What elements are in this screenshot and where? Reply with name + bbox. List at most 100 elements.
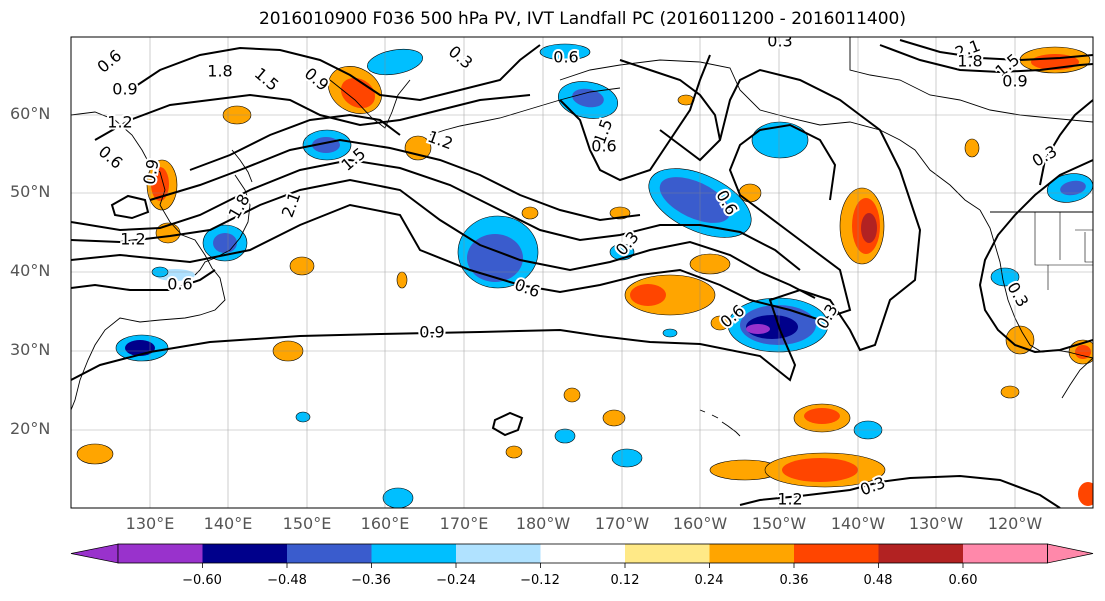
pc-anomaly-region [1060, 180, 1086, 196]
contour-label: 0.6 [591, 137, 616, 156]
pc-anomaly-region [710, 315, 730, 331]
colorbar-tick-label: −0.24 [436, 573, 476, 588]
pc-anomaly-region [602, 409, 626, 427]
pv-contour-north-c [559, 54, 711, 182]
pv-contour-south-east [739, 474, 1061, 508]
lon-label: 160°W [672, 514, 728, 533]
contour-label: 1.2 [120, 230, 145, 249]
contour-label: 0.9 [112, 80, 137, 99]
canada-outline [849, 37, 1093, 123]
pc-anomaly-region [1075, 345, 1091, 359]
pv-contour-north-d [619, 59, 721, 141]
contour-label: 0.6 [167, 275, 192, 294]
alaska-coast [559, 59, 981, 211]
pv-contour-0p3-south [71, 68, 922, 382]
pv-contour-0p6 [71, 123, 852, 322]
pc-anomaly-region [76, 443, 114, 465]
pv-contour-1p2 [71, 158, 801, 271]
pv-contour-east [978, 159, 1093, 354]
lon-label: 160°E [360, 514, 410, 533]
colorbar-tick-label: −0.36 [351, 573, 391, 588]
colorbar-tick-label: 0.48 [863, 573, 893, 588]
pc-anomaly-region [964, 138, 980, 158]
pv-contour-north-b [94, 93, 531, 141]
pc-anomaly-region [1078, 482, 1093, 506]
pv-contour-north-a [129, 44, 541, 102]
pv-contour-northeast-b [899, 39, 1093, 62]
pc-anomaly-region [804, 408, 840, 424]
pc-anomaly-region [554, 428, 576, 444]
lat-label: 50°N [10, 182, 51, 201]
pv-contour-0p9 [71, 178, 816, 299]
pv-contour-small-loop-a [491, 411, 524, 437]
pc-anomaly-region [396, 271, 408, 289]
pc-anomaly-region [689, 253, 731, 275]
pc-anomaly-region [782, 458, 858, 482]
pc-anomaly-region [861, 213, 877, 243]
graticule [71, 37, 1093, 508]
pv-contour-1p8 [189, 113, 401, 171]
contour-label: 0.3 [767, 32, 792, 51]
lon-label: 150°W [751, 514, 807, 533]
map-frame [70, 36, 1094, 509]
contour-label: 1.8 [207, 62, 232, 81]
lon-label: 140°W [830, 514, 886, 533]
lon-label: 170°W [594, 514, 650, 533]
lon-label: 170°E [439, 514, 489, 533]
lat-label: 30°N [10, 340, 51, 359]
lon-label: 150°E [282, 514, 332, 533]
pc-anomaly-region [295, 411, 311, 423]
lon-label: 130°W [908, 514, 964, 533]
pv-contour-northeast [879, 44, 1093, 74]
us-state-lines [1034, 212, 1093, 290]
lat-label: 60°N [10, 104, 51, 123]
pc-anomaly-region [630, 284, 666, 306]
lon-label: 120°W [987, 514, 1043, 533]
colorbar-tick-label: −0.60 [182, 573, 222, 588]
contour-label: 0.9 [1002, 72, 1027, 91]
contour-label: 0.6 [553, 48, 578, 67]
pc-anomaly-region [289, 256, 315, 276]
pc-anomaly-region [213, 233, 237, 253]
pc-anomaly-region [662, 328, 678, 338]
lon-label: 130°E [125, 514, 175, 533]
japan-coast [194, 174, 251, 276]
north-america-coast [979, 209, 1093, 359]
colorbar-tick-label: 0.60 [948, 573, 978, 588]
pc-anomaly-region [563, 387, 581, 403]
lat-label: 20°N [10, 419, 51, 438]
pc-anomaly-region [746, 324, 770, 334]
colorbar-tick-label: 0.24 [694, 573, 724, 588]
mexico-coast [1061, 357, 1093, 399]
pc-shading [76, 43, 1093, 508]
pc-anomaly-region [751, 121, 809, 159]
pc-anomaly-region [521, 206, 539, 220]
asia-coast [71, 111, 226, 411]
lon-label: 180°W [515, 514, 571, 533]
map-title: 2016010900 F036 500 hPa PV, IVT Landfall… [258, 9, 906, 29]
contour-label: 1.8 [957, 52, 982, 71]
pv-contour-0p3-west [71, 269, 216, 291]
pc-anomaly-region [659, 177, 731, 223]
pc-anomaly-region [990, 267, 1020, 287]
pv-contour-1p5 [149, 138, 641, 222]
lat-label: 40°N [10, 261, 51, 280]
pv-contour-east-b [1039, 99, 1093, 186]
contour-label: 1.2 [777, 490, 802, 509]
colorbar-tick-label: 0.36 [779, 573, 809, 588]
colorbar-tick-label: −0.48 [267, 573, 307, 588]
pc-anomaly-region [611, 448, 643, 468]
hawaii-islands [699, 409, 741, 437]
pc-anomaly-region [1005, 325, 1035, 355]
colorbar-tick-label: 0.12 [610, 573, 640, 588]
pc-anomaly-region [539, 43, 591, 61]
japan-north-coast [231, 149, 253, 183]
pc-anomaly-region [367, 48, 423, 76]
pc-anomaly-region [382, 487, 414, 508]
contour-label: 0.9 [419, 323, 444, 342]
pv-contours [71, 39, 1093, 508]
pc-anomaly-region [572, 88, 604, 108]
pc-anomaly-region [1000, 385, 1020, 399]
pc-anomaly-region [505, 445, 523, 459]
